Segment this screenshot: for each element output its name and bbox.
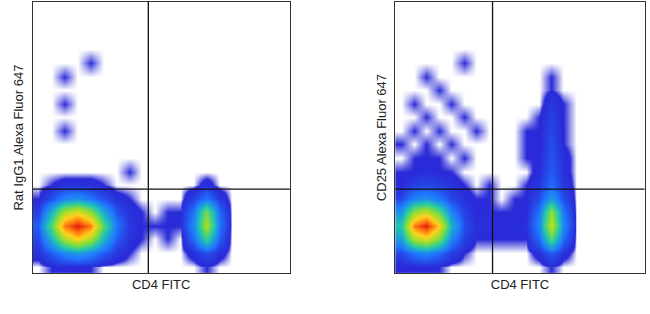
- svg-text:Rat IgG1 Alexa Fluor 647: Rat IgG1 Alexa Fluor 647: [11, 65, 26, 211]
- svg-text:CD4 FITC: CD4 FITC: [132, 277, 191, 292]
- svg-text:CD4 FITC: CD4 FITC: [491, 277, 550, 292]
- svg-text:CD25 Alexa Fluor 647: CD25 Alexa Fluor 647: [374, 74, 389, 201]
